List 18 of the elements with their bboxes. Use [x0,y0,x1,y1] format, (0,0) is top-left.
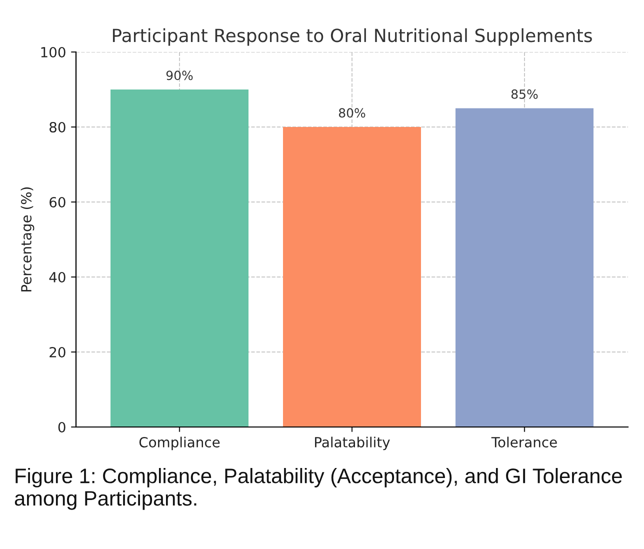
y-tick-label: 60 [50,196,66,208]
data-label: 90% [166,70,193,80]
x-tick-label: Compliance [139,436,220,450]
data-label: 85% [511,89,538,99]
data-label: 80% [338,108,366,118]
y-tick-label: 80 [50,122,66,132]
y-tick-label: 100 [41,46,66,58]
y-axis-title: Percentage (%) [20,187,34,292]
x-tick-label: Tolerance [491,436,557,448]
bar [283,127,421,427]
bar [456,108,594,427]
y-tick-label: 20 [50,346,66,358]
caption: Figure 1: Compliance, Palatability (Acceptance), and GI Tolerance among Participants. [14,468,622,510]
chart-title: Participant Response to Oral Nutritional Supplements [112,28,592,46]
y-tick-label: 40 [49,272,66,282]
x-tick-label: Palatability [315,436,390,450]
bar [110,90,248,427]
y-tick-label: 0 [58,422,66,432]
